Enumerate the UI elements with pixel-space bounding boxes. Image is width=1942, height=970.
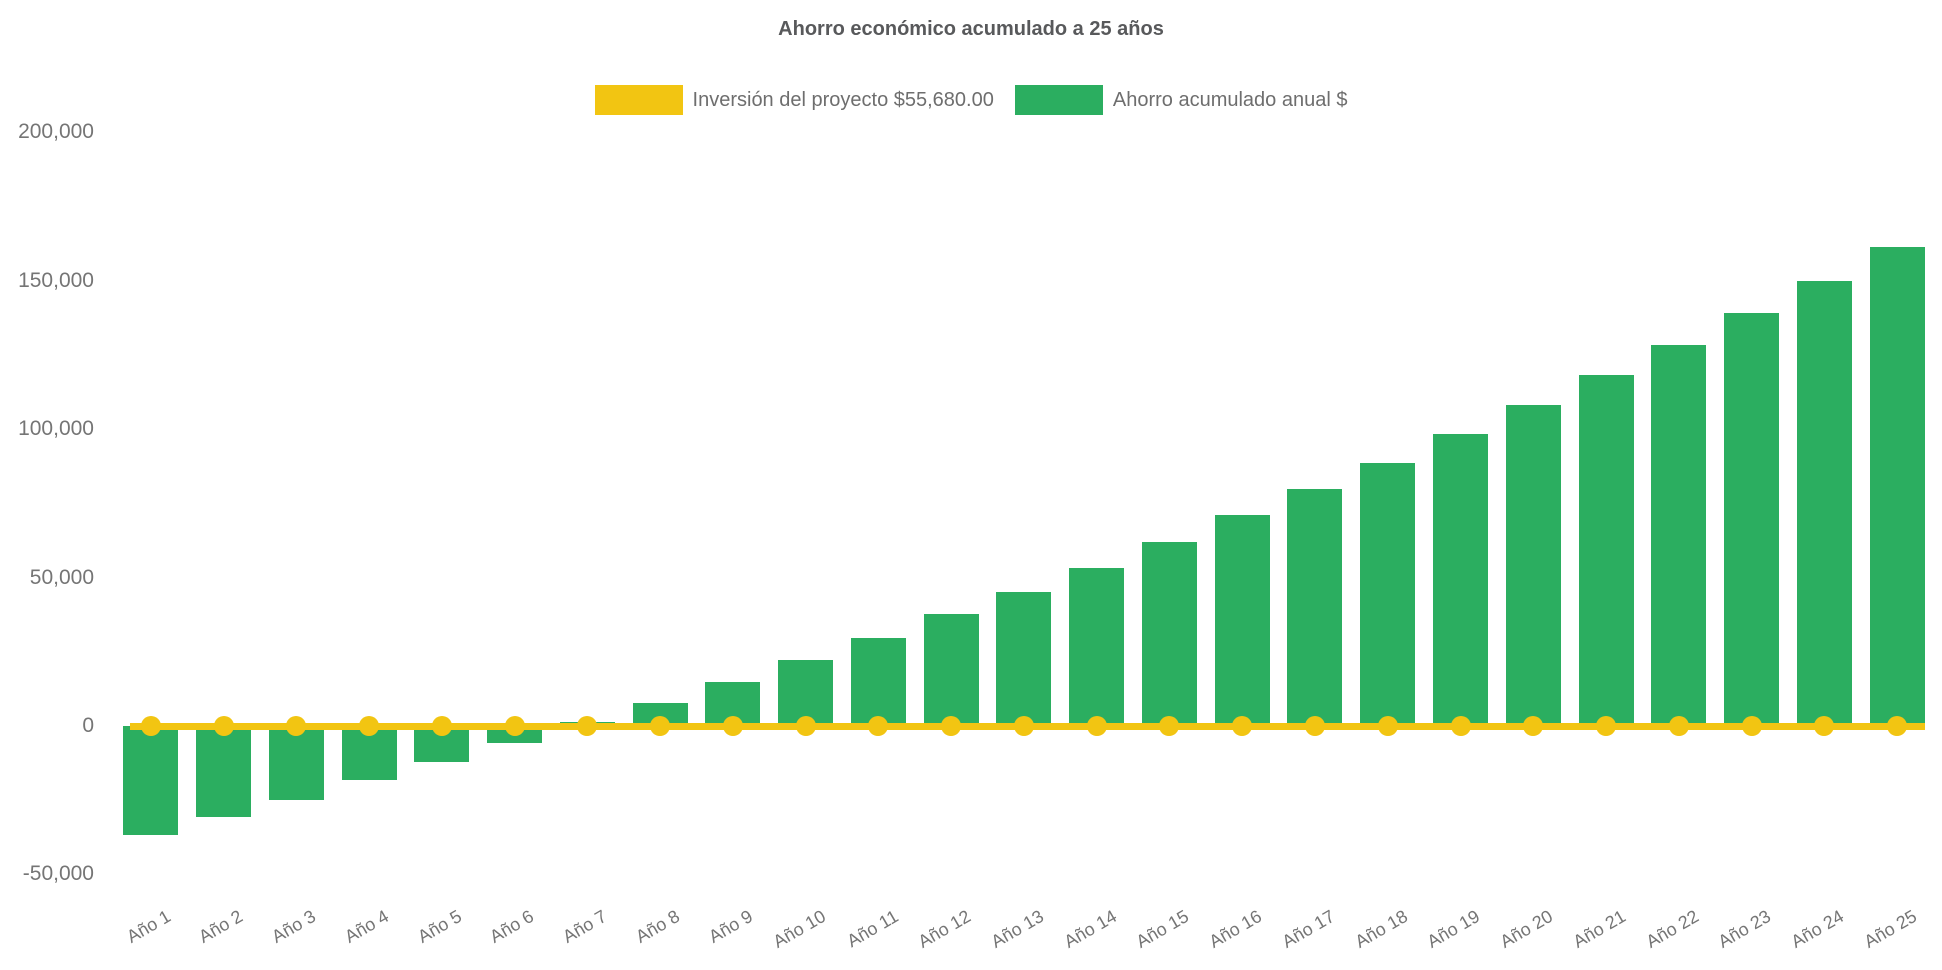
bar-año-25: [1869, 247, 1925, 726]
y-axis-tick-label: 150,000: [18, 268, 94, 292]
bar-año-10: [778, 659, 834, 726]
legend-swatch-savings-icon: [1014, 85, 1103, 115]
investment-line-point: [868, 716, 889, 736]
investment-line-point: [722, 716, 743, 736]
legend-label-savings: Ahorro acumulado anual $: [1112, 89, 1348, 111]
investment-line-point: [650, 716, 671, 736]
investment-line-point: [941, 716, 962, 736]
chart-title: Ahorro económico acumulado a 25 años: [778, 18, 1164, 40]
x-axis-tick-label: Año 20: [1496, 906, 1557, 952]
bar-año-19: [1433, 433, 1488, 726]
x-axis-tick-label: Año 12: [914, 906, 975, 952]
x-axis-tick-label: Año 19: [1424, 906, 1484, 952]
investment-line-point: [1668, 716, 1689, 736]
bar-año-1: [123, 726, 179, 835]
investment-line-point: [577, 716, 598, 736]
bar-año-2: [196, 726, 251, 817]
y-axis-tick-label: 200,000: [18, 120, 94, 144]
bar-año-20: [1505, 404, 1561, 726]
investment-line-point: [1086, 716, 1107, 736]
x-axis-tick-label: Año 14: [1060, 906, 1120, 952]
investment-line-point: [1377, 716, 1398, 736]
x-axis-tick-label: Año 10: [769, 906, 829, 952]
investment-line-point: [1741, 716, 1762, 736]
investment-line-point: [1596, 716, 1616, 736]
x-axis-tick-label: Año 23: [1715, 906, 1775, 952]
bar-año-14: [1069, 567, 1125, 726]
chart-legend: Inversión del proyecto $55,680.00 Ahorro…: [0, 85, 1942, 115]
investment-line-point: [1887, 716, 1908, 736]
x-axis-tick-label: Año 2: [195, 906, 247, 947]
bar-año-13: [996, 591, 1052, 726]
x-axis-tick-label: Año 24: [1787, 906, 1848, 952]
investment-line-point: [1159, 716, 1180, 736]
x-axis-tick-label: Año 21: [1569, 906, 1629, 952]
y-axis-tick-label: 50,000: [29, 565, 94, 589]
x-axis-tick-label: Año 3: [268, 906, 320, 947]
investment-line-point: [286, 716, 307, 736]
x-axis-tick-label: Año 9: [705, 906, 756, 947]
x-axis-tick-label: Año 11: [843, 906, 902, 952]
investment-line-point: [1450, 716, 1471, 736]
x-axis-tick-label: Año 18: [1351, 906, 1411, 952]
bar-año-24: [1796, 281, 1852, 726]
legend-swatch-investment-icon: [594, 85, 683, 115]
x-axis-tick-label: Año 7: [559, 906, 611, 947]
investment-line-point: [504, 716, 525, 736]
bar-año-3: [268, 726, 324, 800]
investment-line-point: [1304, 716, 1325, 736]
investment-line-point: [1523, 716, 1544, 736]
bar-año-21: [1578, 374, 1634, 726]
bar-año-16: [1214, 515, 1270, 726]
bar-año-18: [1360, 463, 1416, 726]
bar-año-8: [632, 702, 688, 726]
bar-año-15: [1141, 542, 1197, 726]
x-axis-tick-label: Año 16: [1205, 906, 1266, 952]
x-axis-tick-label: Año 6: [486, 906, 538, 947]
investment-line-point: [213, 716, 234, 736]
y-axis-tick-label: 100,000: [18, 417, 94, 441]
investment-line-point: [1814, 716, 1835, 736]
y-axis-tick-label: 0: [82, 714, 94, 737]
bar-año-23: [1724, 313, 1779, 726]
x-axis-tick-label: Año 4: [341, 906, 392, 947]
bar-año-11: [850, 638, 906, 726]
bar-año-12: [923, 614, 979, 726]
x-axis-tick-label: Año 8: [632, 906, 684, 947]
investment-line-point: [431, 716, 452, 736]
x-axis-tick-label: Año 5: [414, 906, 465, 947]
investment-line-point: [1013, 716, 1034, 736]
x-axis-tick-label: Año 22: [1642, 906, 1702, 952]
y-axis-tick-label: -50,000: [22, 862, 94, 886]
legend-label-investment: Inversión del proyecto $55,680.00: [692, 89, 994, 111]
legend-item-investment: Inversión del proyecto $55,680.00: [594, 85, 994, 115]
investment-line-point: [140, 716, 161, 736]
x-axis-tick-label: Año 25: [1860, 906, 1921, 952]
x-axis-tick-label: Año 13: [987, 906, 1047, 952]
x-axis-tick-label: Año 15: [1132, 906, 1193, 952]
x-axis-tick-label: Año 17: [1278, 906, 1338, 952]
investment-line-point: [795, 716, 816, 736]
investment-line-point: [1232, 716, 1253, 736]
investment-line-point: [359, 716, 379, 736]
bar-año-22: [1651, 344, 1707, 726]
bar-año-17: [1287, 488, 1343, 726]
legend-item-savings: Ahorro acumulado anual $: [1014, 85, 1348, 115]
x-axis-tick-label: Año 1: [122, 906, 174, 947]
